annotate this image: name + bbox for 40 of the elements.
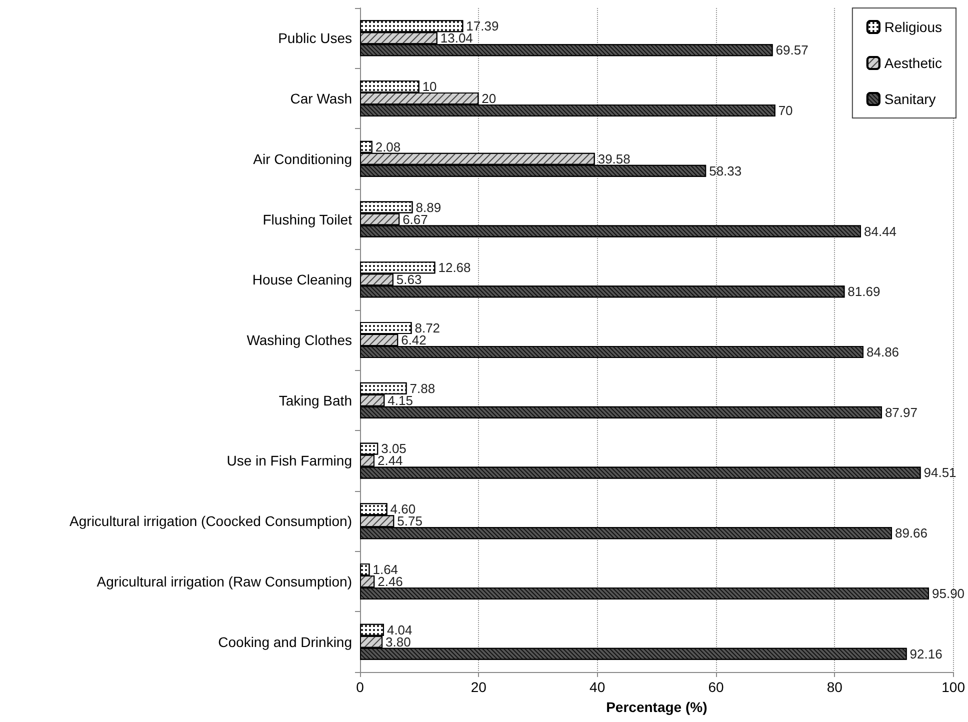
x-axis-title: Percentage (%) <box>606 699 708 715</box>
data-label: 69.57 <box>776 42 808 58</box>
data-label: 89.66 <box>894 526 928 541</box>
data-label: 87.97 <box>884 404 918 420</box>
x-tick-label: 80 <box>826 679 843 695</box>
legend-label: Sanitary <box>884 91 936 107</box>
data-label: 12.68 <box>438 260 471 276</box>
data-label: 92.16 <box>910 646 942 662</box>
data-label: 84.86 <box>866 344 900 360</box>
data-label: 81.69 <box>848 284 880 300</box>
legend-label: Religious <box>884 19 942 35</box>
y-tick-label: Taking Bath <box>278 392 352 408</box>
y-tick-label: Car Wash <box>290 90 352 107</box>
data-label: 20 <box>482 91 496 106</box>
data-label: 2.08 <box>375 139 401 154</box>
y-tick-label: Washing Clothes <box>246 332 352 348</box>
x-tick-label: 40 <box>590 679 606 695</box>
data-label: 70 <box>778 103 793 118</box>
y-tick-label: Air Conditioning <box>253 150 352 167</box>
y-tick-label: House Cleaning <box>252 272 352 288</box>
y-tick-label: Public Uses <box>278 30 352 46</box>
x-tick-label: 100 <box>942 679 966 695</box>
data-label: 8.72 <box>414 320 440 336</box>
y-tick-label: Agricultural irrigation (Coocked Consumption) <box>70 513 352 530</box>
y-tick-label: Agricultural irrigation (Raw Consumption) <box>96 573 352 590</box>
data-label: 58.33 <box>709 163 742 178</box>
x-tick-label: 20 <box>470 679 487 695</box>
data-label: 6.42 <box>401 332 426 348</box>
data-label: 94.51 <box>924 465 956 480</box>
y-tick-label: Flushing Toilet <box>262 211 352 228</box>
data-label: 84.44 <box>864 224 897 239</box>
x-tick-label: 0 <box>356 679 364 695</box>
data-label: 95.90 <box>932 586 965 601</box>
legend-label: Aesthetic <box>884 55 942 71</box>
data-label: 39.58 <box>598 151 630 166</box>
y-tick-label: Use in Fish Farming <box>226 452 352 469</box>
data-label: 10 <box>422 79 437 94</box>
data-label: 5.63 <box>396 272 422 288</box>
y-tick-label: Cooking and Drinking <box>218 634 352 650</box>
x-tick-label: 60 <box>708 679 724 695</box>
